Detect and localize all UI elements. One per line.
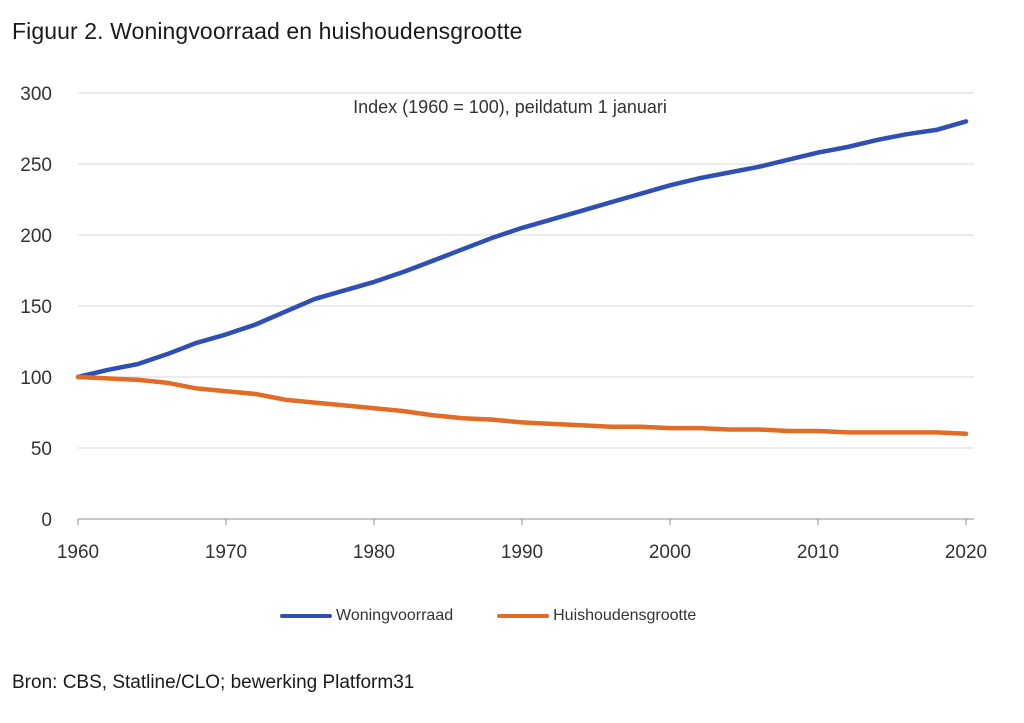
y-tick-label-100: 100 bbox=[20, 368, 52, 389]
legend-label-woningvoorraad: Woningvoorraad bbox=[336, 607, 454, 624]
x-tick-label-2000: 2000 bbox=[649, 542, 691, 563]
x-tick-label-2010: 2010 bbox=[797, 542, 839, 563]
y-tick-label-50: 50 bbox=[31, 439, 52, 460]
y-tick-label-250: 250 bbox=[20, 155, 52, 176]
source-note: Bron: CBS, Statline/CLO; bewerking Platf… bbox=[12, 672, 415, 693]
legend: Woningvoorraad Huishoudensgrootte bbox=[280, 604, 740, 628]
y-tick-label-150: 150 bbox=[20, 297, 52, 318]
series-lines bbox=[75, 119, 969, 437]
chart-annotation: Index (1960 = 100), peildatum 1 januari bbox=[353, 97, 667, 117]
legend-item-woningvoorraad[interactable]: Woningvoorraad bbox=[280, 607, 453, 625]
y-tick-label-300: 300 bbox=[20, 84, 52, 105]
legend-swatch-woningvoorraad bbox=[280, 614, 332, 618]
legend-item-huishoudensgrootte[interactable]: Huishoudensgrootte bbox=[497, 607, 696, 625]
series-line-woningvoorraad bbox=[75, 119, 969, 380]
figure-title: Figuur 2. Woningvoorraad en huishoudensg… bbox=[12, 18, 523, 44]
x-tick-label-1960: 1960 bbox=[57, 542, 99, 563]
legend-swatch-huishoudensgrootte bbox=[497, 614, 550, 618]
tick-labels: 0 50 100 150 200 250 300 1960 1970 1980 1990 2000 20… bbox=[20, 84, 987, 563]
x-tick-label-1980: 1980 bbox=[353, 542, 395, 563]
y-tick-label-200: 200 bbox=[20, 226, 52, 247]
x-tick-label-1970: 1970 bbox=[205, 542, 247, 563]
legend-label-huishoudensgrootte: Huishoudensgrootte bbox=[553, 607, 697, 624]
axes bbox=[77, 518, 974, 525]
x-tick-label-2020: 2020 bbox=[945, 542, 987, 563]
line-chart: 0 50 100 150 200 250 300 1960 1970 1980 1990 2000 20… bbox=[20, 84, 987, 563]
grid-lines bbox=[78, 92, 974, 449]
x-tick-label-1990: 1990 bbox=[501, 542, 543, 563]
series-line-huishoudensgrootte bbox=[75, 374, 969, 437]
y-tick-label-0: 0 bbox=[41, 510, 52, 531]
